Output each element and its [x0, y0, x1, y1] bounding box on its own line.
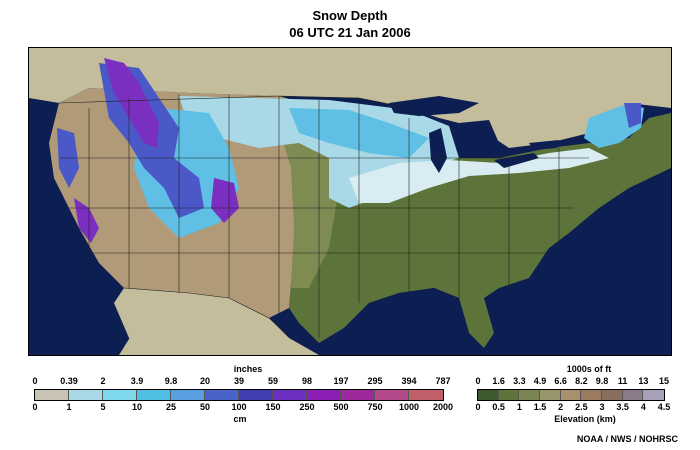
snow-cm-tick-label: 250 [299, 402, 315, 412]
elev-swatch [601, 390, 623, 400]
elev-km-tick-label: 0.5 [492, 402, 505, 412]
snow-cm-tick-label: 25 [165, 402, 177, 412]
elev-ft-tick-label: 9.8 [595, 376, 609, 386]
elev-ft-tick-label: 13 [638, 376, 649, 386]
elev-ft-tick-label: 3.3 [513, 376, 526, 386]
state-borders [58, 94, 589, 339]
elev-swatch [539, 390, 561, 400]
lake-michigan [429, 128, 447, 173]
snow-deep-northeast [624, 103, 641, 128]
snow-deep-sierra [74, 198, 99, 243]
snow-inch-tick-label: 197 [333, 376, 349, 386]
lake-ontario [529, 140, 559, 150]
elev-swatch [478, 390, 499, 400]
snow-cm-tick-label: 50 [199, 402, 211, 412]
lake-superior [389, 96, 479, 116]
snow-inch-tick-label: 787 [435, 376, 451, 386]
snow-inch-tick-label: 39 [233, 376, 245, 386]
snow-swatch [340, 390, 375, 400]
snow-cm-tick-label: 500 [333, 402, 349, 412]
credit-text: NOAA / NWS / NOHRSC [576, 434, 678, 444]
snow-very-deep-colorado [211, 178, 239, 223]
elev-km-tick-label: 1.5 [533, 402, 547, 412]
snow-swatch [238, 390, 273, 400]
elev-legend-unit-bottom: Elevation (km) [554, 414, 616, 424]
snow-cm-tick-label: 5 [100, 402, 106, 412]
elev-km-tick-label: 3 [599, 402, 605, 412]
elev-swatch [643, 390, 664, 400]
elev-swatch [498, 390, 520, 400]
elev-km-tick-label: 4 [640, 402, 646, 412]
snow-inch-tick-label: 3.9 [130, 376, 144, 386]
elev-km-tick-label: 0 [475, 402, 481, 412]
map-svg [29, 48, 671, 355]
elev-swatch [519, 390, 540, 400]
border-canada-us [58, 95, 410, 109]
lake-huron [459, 120, 499, 153]
elev-km-tick-label: 2.5 [575, 402, 588, 412]
gulf-of-mexico [319, 288, 484, 355]
snow-cm-tick-label: 10 [131, 402, 143, 412]
snow-light-lakes [349, 148, 609, 203]
snow-swatch [35, 390, 69, 400]
mexico-land [119, 288, 319, 355]
snow-swatch [408, 390, 443, 400]
snow-inch-tick-label: 9.8 [164, 376, 178, 386]
snow-swatch [136, 390, 171, 400]
snow-cm-tick-label: 0 [32, 402, 38, 412]
snow-cm-tick-label: 100 [231, 402, 247, 412]
elev-ft-tick-label: 4.9 [533, 376, 547, 386]
snow-inch-tick-label: 394 [401, 376, 417, 386]
snow-inch-tick-label: 0.39 [60, 376, 78, 386]
baja-peninsula [114, 288, 159, 355]
snow-inch-tick-label: 20 [199, 376, 211, 386]
elev-ft-tick-label: 11 [617, 376, 628, 386]
elev-swatch [560, 390, 582, 400]
map-subtitle: 06 UTC 21 Jan 2006 [289, 25, 411, 40]
snow-very-deep-rockies [104, 58, 159, 148]
snow-depth-map [28, 47, 672, 356]
elev-swatch [622, 390, 644, 400]
snow-legend-unit-top: inches [233, 364, 263, 374]
snow-swatch [204, 390, 239, 400]
snow-swatch [170, 390, 205, 400]
snow-cm-tick-label: 2000 [432, 402, 454, 412]
elev-ft-tick-label: 8.2 [575, 376, 588, 386]
snow-swatch [68, 390, 103, 400]
elev-ft-tick-label: 1.6 [492, 376, 505, 386]
snow-cm-tick-label: 750 [367, 402, 383, 412]
elev-km-tick-label: 1 [516, 402, 522, 412]
snow-inch-tick-label: 59 [267, 376, 279, 386]
canada-land [29, 48, 671, 148]
snow-swatch [102, 390, 137, 400]
elev-swatch [581, 390, 602, 400]
elev-km-tick-label: 4.5 [657, 402, 671, 412]
snow-swatch [272, 390, 307, 400]
snow-legend-unit-bottom: cm [233, 414, 247, 424]
snow-inch-tick-label: 295 [367, 376, 383, 386]
elev-km-tick-label: 3.5 [616, 402, 629, 412]
elev-km-tick-label: 2 [558, 402, 564, 412]
snow-inch-tick-label: 98 [301, 376, 313, 386]
us-plains [279, 123, 339, 288]
snow-swatch [374, 390, 409, 400]
snow-inch-tick-label: 0 [32, 376, 38, 386]
snow-swatch [306, 390, 341, 400]
snow-cm-tick-label: 1 [66, 402, 72, 412]
snow-cm-tick-label: 150 [265, 402, 281, 412]
elev-legend-unit-top: 1000s of ft [566, 364, 612, 374]
elev-ft-tick-label: 6.6 [554, 376, 567, 386]
elev-ft-tick-label: 0 [475, 376, 481, 386]
snow-cm-tick-label: 1000 [398, 402, 420, 412]
snow-inch-tick-label: 2 [100, 376, 106, 386]
map-title: Snow Depth [312, 8, 388, 23]
elevation-colorbar [477, 389, 665, 401]
lake-erie [494, 153, 539, 168]
snow-depth-colorbar [34, 389, 444, 401]
elev-ft-tick-label: 15 [658, 376, 670, 386]
